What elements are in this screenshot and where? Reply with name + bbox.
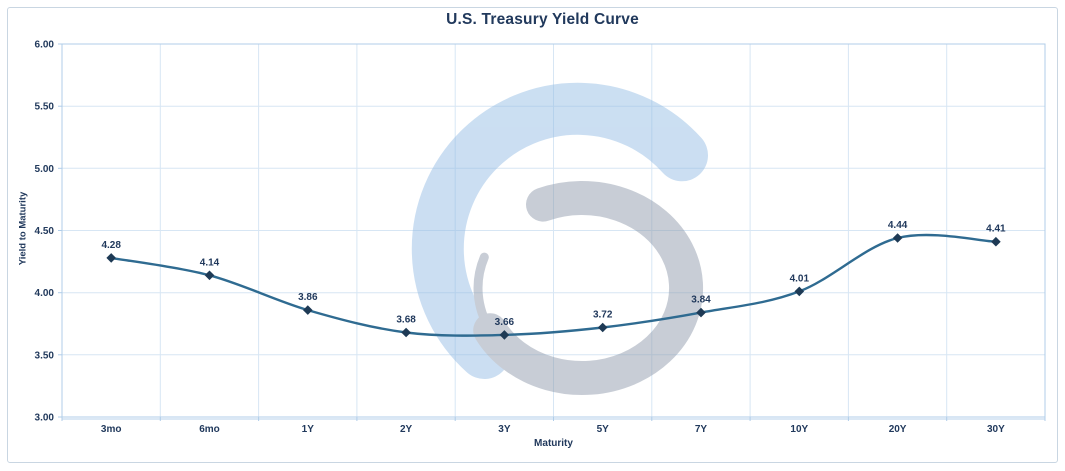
brand-watermark-logo xyxy=(411,82,708,395)
watermark-blue-swoosh-tail xyxy=(450,276,494,370)
watermark-blue-swoosh xyxy=(411,82,708,379)
plot-border xyxy=(61,43,1046,418)
y-tick-label: 5.50 xyxy=(35,102,55,113)
y-tick-label: 4.50 xyxy=(35,226,55,237)
data-point-label: 4.28 xyxy=(101,240,121,251)
x-tick-label: 7Y xyxy=(695,424,708,435)
x-tick-label: 3mo xyxy=(101,424,122,435)
y-tick-label: 4.00 xyxy=(35,288,55,299)
data-point-marker xyxy=(106,253,116,263)
x-tick-label: 6mo xyxy=(199,424,220,435)
data-point-marker xyxy=(401,327,411,338)
x-tick-label: 3Y xyxy=(498,424,511,435)
data-point-label: 4.01 xyxy=(790,273,810,284)
data-point-marker xyxy=(892,233,903,243)
data-point-label: 4.14 xyxy=(200,257,220,268)
data-point-label: 4.41 xyxy=(986,224,1006,235)
data-point-marker xyxy=(204,270,215,281)
data-point-marker xyxy=(794,286,805,297)
y-tick-label: 5.00 xyxy=(35,164,55,175)
x-tick-label: 30Y xyxy=(987,424,1005,435)
data-point-label: 4.44 xyxy=(888,220,908,231)
x-tick-label: 5Y xyxy=(597,424,610,435)
x-tick-label: 20Y xyxy=(889,424,907,435)
x-tick-label: 1Y xyxy=(302,424,315,435)
data-point-label: 3.68 xyxy=(396,315,416,326)
data-point-label: 3.86 xyxy=(298,292,318,303)
data-point-marker xyxy=(696,307,706,318)
data-point-marker xyxy=(597,322,608,333)
data-point-marker xyxy=(991,236,1001,247)
data-point-label: 3.72 xyxy=(593,310,613,321)
y-tick-label: 3.00 xyxy=(35,413,55,424)
data-point-marker xyxy=(303,305,313,315)
x-axis-title: Maturity xyxy=(534,438,573,449)
data-point-label: 3.84 xyxy=(691,295,711,306)
chart-title: U.S. Treasury Yield Curve xyxy=(446,11,639,28)
watermark-gray-swoosh xyxy=(473,181,704,395)
y-tick-label: 6.00 xyxy=(35,40,55,51)
data-point-label: 3.66 xyxy=(495,317,515,328)
x-tick-label: 10Y xyxy=(790,424,808,435)
x-tick-label: 2Y xyxy=(400,424,413,435)
watermark-gray-swoosh-tail xyxy=(473,252,495,335)
data-point-marker xyxy=(499,330,510,340)
y-tick-label: 3.50 xyxy=(35,350,55,361)
yield-curve-line xyxy=(110,233,998,337)
